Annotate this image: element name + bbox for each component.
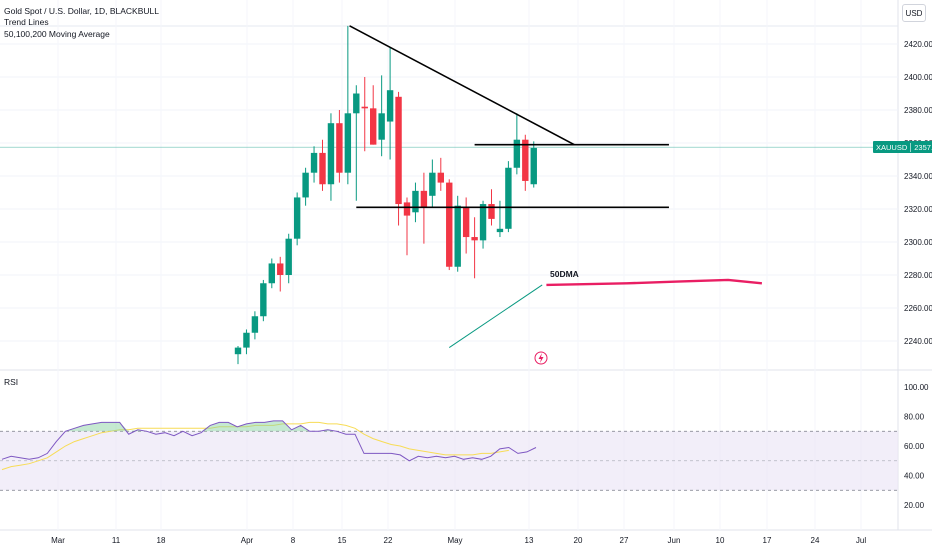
candle-body	[395, 96, 402, 205]
rsi-tick-label: 60.00	[904, 442, 925, 451]
currency-button[interactable]: USD	[902, 4, 926, 22]
candle-body	[513, 139, 521, 168]
time-tick-label: 20	[574, 536, 583, 545]
candle-body	[505, 167, 512, 229]
candle-body	[471, 237, 478, 241]
rsi-tick-label: 20.00	[904, 501, 925, 510]
candle-body	[251, 316, 259, 333]
price-tick-label: 2320.00	[904, 205, 932, 214]
trend-lines-legend[interactable]: Trend Lines	[4, 17, 49, 27]
time-tick-label: Jul	[856, 536, 866, 545]
candle-body	[437, 172, 444, 183]
candle-body	[302, 172, 309, 198]
candle-body	[260, 283, 267, 317]
badge-separator	[910, 142, 912, 152]
time-tick-label: 8	[291, 536, 296, 545]
time-tick-label: May	[447, 536, 462, 545]
moving-average-legend[interactable]: 50,100,200 Moving Average	[4, 29, 110, 39]
candle-body	[293, 197, 301, 239]
price-tick-label: 2380.00	[904, 106, 932, 115]
price-tick-label: 2260.00	[904, 304, 932, 313]
candle-body	[488, 204, 495, 219]
candle-body	[446, 182, 453, 267]
candle-body	[420, 190, 428, 208]
rsi-tick-label: 80.00	[904, 413, 925, 422]
ma50-label: 50DMA	[550, 269, 579, 279]
candle-body	[386, 90, 394, 122]
time-tick-label: Apr	[241, 536, 254, 545]
candle-body	[344, 113, 352, 173]
price-tick-label: 2340.00	[904, 172, 932, 181]
trend-line[interactable]	[349, 25, 575, 146]
candle-body	[268, 263, 275, 284]
last-price-badge: XAUUSD 2357.48	[873, 141, 932, 153]
rsi-tick-label: 40.00	[904, 472, 925, 481]
candle-body	[479, 204, 487, 241]
time-tick-label: 11	[112, 536, 121, 545]
last-price-symbol: XAUUSD	[876, 142, 908, 152]
candle-body	[319, 152, 326, 185]
candle-body	[285, 238, 292, 275]
price-tick-label: 2240.00	[904, 337, 932, 346]
candle-body	[530, 147, 537, 185]
time-tick-label: Mar	[51, 536, 65, 545]
candle-body	[454, 205, 461, 267]
candle-body	[522, 139, 529, 181]
symbol-title[interactable]: Gold Spot / U.S. Dollar, 1D, BLACKBULL	[4, 6, 159, 16]
candle-body	[336, 123, 343, 173]
ma50-line	[546, 278, 763, 287]
price-tick-label: 2280.00	[904, 271, 932, 280]
candle-body	[496, 228, 504, 233]
candle-body	[353, 93, 360, 114]
time-tick-label: 22	[384, 536, 393, 545]
lightning-icon[interactable]	[534, 351, 548, 365]
price-tick-label: 2400.00	[904, 73, 932, 82]
last-price-value: 2357.48	[914, 142, 932, 152]
rsi-overbought-fill	[2, 420, 536, 432]
ma-guide-line	[448, 284, 543, 349]
candle-body	[403, 202, 411, 216]
time-tick-label: 13	[525, 536, 534, 545]
candle-body	[277, 263, 284, 275]
time-tick-label: 18	[157, 536, 166, 545]
rsi-band	[0, 431, 898, 491]
time-tick-label: 17	[763, 536, 772, 545]
time-tick-label: Jun	[668, 536, 681, 545]
time-tick-label: 27	[620, 536, 629, 545]
price-tick-label: 2300.00	[904, 238, 932, 247]
candle-body	[370, 108, 377, 145]
time-tick-label: 10	[716, 536, 725, 545]
candle-body	[378, 113, 385, 140]
candle-body	[310, 152, 318, 173]
candle-body	[327, 123, 335, 185]
candle-body	[234, 347, 242, 355]
rsi-line	[1, 420, 537, 462]
candle-body	[462, 207, 470, 238]
time-tick-label: 24	[811, 536, 820, 545]
price-tick-label: 2420.00	[904, 40, 932, 49]
candle-body	[412, 190, 419, 213]
candle-body	[429, 172, 436, 196]
rsi-tick-label: 100.00	[904, 383, 929, 392]
rsi-legend[interactable]: RSI	[4, 377, 19, 387]
time-tick-label: 15	[338, 536, 347, 545]
candle-body	[361, 106, 368, 109]
candle-body	[243, 332, 250, 348]
